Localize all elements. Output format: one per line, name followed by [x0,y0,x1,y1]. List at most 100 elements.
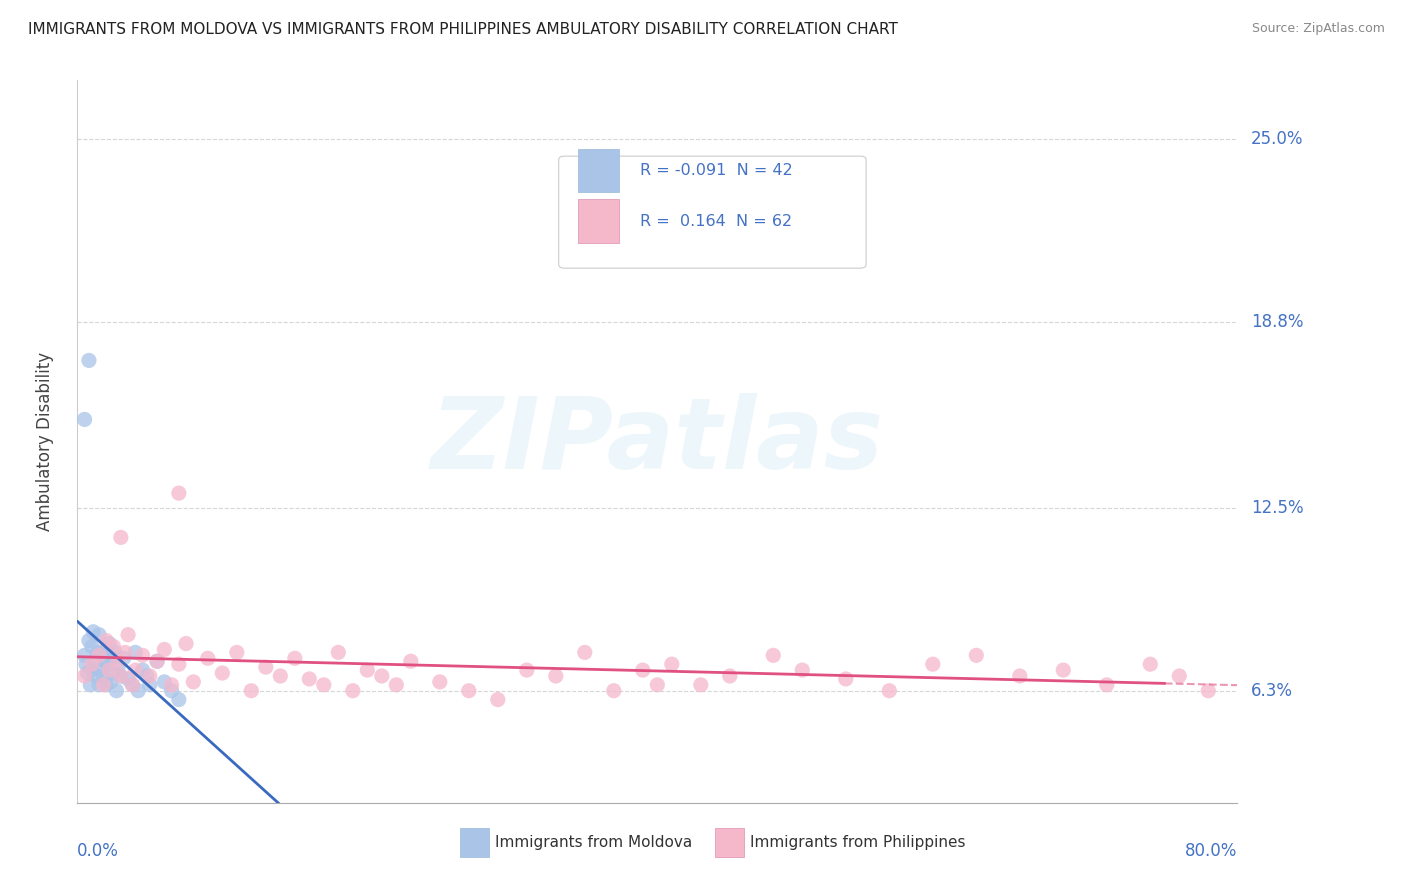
Point [101,651,124,665]
Point [103,640,125,654]
Point [84,669,107,683]
Text: 18.8%: 18.8% [1251,313,1303,331]
Point [94,654,117,668]
Point [75,657,97,672]
Bar [578,149,619,193]
Point [631,663,654,677]
Point [117,628,139,642]
Point [385,678,408,692]
Point [131,663,153,677]
Point [91,648,114,663]
Point [121,678,143,692]
Point [79,678,101,692]
Point [77,633,100,648]
Point [80,640,103,654]
Point [312,678,335,692]
Point [112,651,135,665]
Point [1052,663,1074,677]
Point [82,624,104,639]
Text: 80.0%: 80.0% [1185,842,1237,860]
Point [73,648,96,663]
Point [80,657,103,672]
Point [93,678,115,692]
Point [457,683,479,698]
Point [110,530,132,544]
Point [124,663,146,677]
Point [298,672,321,686]
Text: ZIPatlas: ZIPatlas [430,393,884,490]
Point [77,353,100,368]
Text: Immigrants from Moldova: Immigrants from Moldova [495,835,692,850]
Text: Immigrants from Philippines: Immigrants from Philippines [751,835,966,850]
Point [80,663,103,677]
Point [160,683,183,698]
Point [603,683,626,698]
Point [254,660,277,674]
Point [121,678,143,692]
Text: 12.5%: 12.5% [1251,499,1303,516]
Point [124,645,146,659]
Point [98,663,121,677]
Point [103,666,125,681]
Y-axis label: Ambulatory Disability: Ambulatory Disability [35,352,53,531]
Point [167,692,190,706]
Point [399,654,422,668]
Point [574,645,596,659]
Point [167,657,190,672]
Point [211,666,233,681]
Text: 25.0%: 25.0% [1251,130,1303,148]
Point [544,669,567,683]
Point [197,651,219,665]
Point [73,669,96,683]
Point [835,672,858,686]
Text: R =  0.164  N = 62: R = 0.164 N = 62 [640,214,792,228]
Bar [578,200,619,243]
Point [486,692,509,706]
Point [83,654,105,668]
Text: 6.3%: 6.3% [1251,681,1294,699]
Point [792,663,814,677]
Point [117,672,139,686]
Point [1139,657,1161,672]
Point [107,654,129,668]
Point [136,669,159,683]
Point [146,654,169,668]
Text: Source: ZipAtlas.com: Source: ZipAtlas.com [1251,22,1385,36]
Point [877,683,901,698]
Point [689,678,711,692]
Point [516,663,538,677]
Point [90,663,111,677]
Point [167,486,190,500]
Point [174,636,197,650]
Point [1197,683,1219,698]
Point [1168,669,1191,683]
Point [183,674,205,689]
Point [342,683,364,698]
Point [87,628,110,642]
FancyBboxPatch shape [558,156,866,268]
Text: 0.0%: 0.0% [77,842,120,860]
Point [127,683,149,698]
Point [105,683,128,698]
Point [100,674,122,689]
Point [110,669,132,683]
Point [284,651,307,665]
Point [269,669,291,683]
Point [139,669,162,683]
Point [97,657,120,672]
Point [1008,669,1031,683]
Point [131,648,153,663]
Point [240,683,263,698]
Point [96,678,118,692]
Point [160,678,183,692]
Point [107,660,129,674]
Point [153,674,176,689]
Point [73,412,96,426]
Point [965,648,987,663]
Point [104,645,127,659]
Point [225,645,247,659]
Point [371,669,394,683]
Point [146,654,169,668]
Text: IMMIGRANTS FROM MOLDOVA VS IMMIGRANTS FROM PHILIPPINES AMBULATORY DISABILITY COR: IMMIGRANTS FROM MOLDOVA VS IMMIGRANTS FR… [28,22,898,37]
Point [153,642,176,657]
